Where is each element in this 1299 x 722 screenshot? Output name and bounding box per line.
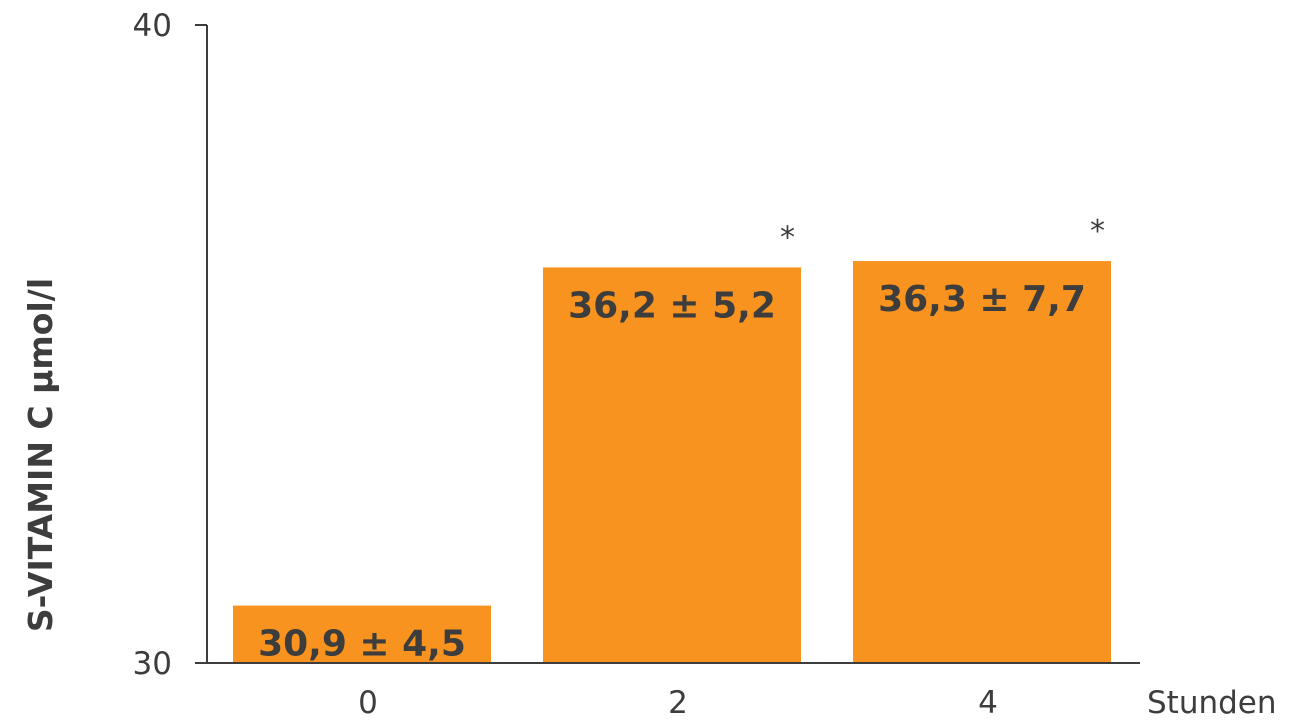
x-tick-label-2: 2	[668, 685, 688, 718]
data-label-4: 36,3 ± 7,7	[878, 279, 1086, 320]
bar-4	[853, 261, 1111, 663]
y-axis-title: S-VITAMIN C µmol/l	[21, 278, 60, 632]
data-labels-group: 30,9 ± 4,536,2 ± 5,2*36,3 ± 7,7*	[258, 214, 1105, 665]
x-tick-label-0: 0	[358, 685, 378, 718]
bar-2	[543, 267, 801, 663]
y-ticks-group: 30 40	[133, 8, 207, 682]
y-tick-label-40: 40	[133, 8, 172, 44]
x-ticks-group: 0 2 4	[358, 685, 998, 721]
data-label-2: 36,2 ± 5,2	[568, 285, 776, 326]
bars-group	[233, 261, 1111, 663]
axes-group	[195, 25, 1140, 664]
x-axis-title: Stunden	[1147, 685, 1277, 718]
bar-0	[233, 605, 491, 663]
y-tick-label-30: 30	[133, 646, 172, 682]
x-tick-label-4: 4	[978, 685, 998, 718]
significance-mark-4: *	[1090, 214, 1105, 249]
significance-mark-2: *	[780, 220, 795, 255]
data-label-0: 30,9 ± 4,5	[258, 624, 466, 665]
